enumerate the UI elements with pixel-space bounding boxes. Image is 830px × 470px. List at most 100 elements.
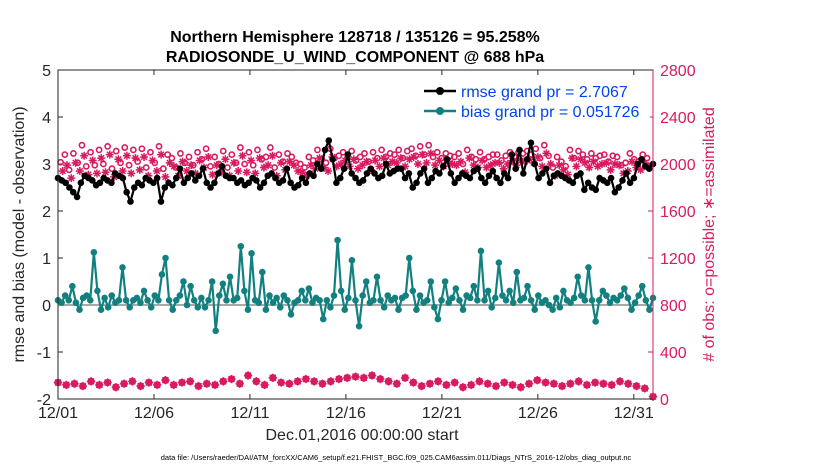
assimilated-obs-marker xyxy=(478,156,487,165)
bias-point xyxy=(269,299,277,306)
assimilated-obs-marker xyxy=(140,152,149,161)
assimilated-obs-marker-low xyxy=(376,374,385,384)
possible-obs-marker xyxy=(613,153,621,161)
bias-point xyxy=(208,278,216,285)
rmse-point xyxy=(237,177,245,184)
rmse-point xyxy=(466,174,474,182)
bias-point xyxy=(570,294,578,302)
bias-point xyxy=(162,254,169,262)
bias-point xyxy=(617,292,625,299)
bias-point xyxy=(448,294,456,302)
bias-point xyxy=(438,297,445,304)
rmse-point xyxy=(317,165,325,172)
assimilated-obs-marker xyxy=(157,150,166,159)
possible-obs-marker xyxy=(129,146,137,154)
possible-obs-marker xyxy=(262,153,270,161)
assimilated-obs-marker-low xyxy=(210,380,220,390)
assimilated-obs-marker-low xyxy=(326,377,335,386)
bias-point xyxy=(90,249,98,256)
possible-obs-marker xyxy=(155,142,163,150)
assimilated-obs-marker-low xyxy=(128,377,137,386)
bias-point xyxy=(155,297,162,304)
rmse-point xyxy=(268,170,275,177)
assimilated-obs-marker xyxy=(585,163,594,172)
rmse-point xyxy=(424,179,432,187)
rmse-point xyxy=(302,179,310,187)
possible-obs-marker xyxy=(236,144,244,151)
possible-obs-marker xyxy=(87,148,94,156)
bias-point xyxy=(405,254,413,262)
bias-point xyxy=(341,306,349,314)
bias-point xyxy=(259,268,266,276)
y-right-tick-label: 1600 xyxy=(660,204,696,221)
assimilated-obs-marker-low xyxy=(458,383,468,392)
rmse-point xyxy=(211,179,218,187)
assimilated-obs-marker xyxy=(640,158,649,167)
bias-point xyxy=(470,282,478,290)
possible-obs-marker xyxy=(600,151,608,158)
assimilated-obs-marker xyxy=(122,151,131,160)
rmse-point xyxy=(508,151,516,158)
bias-point xyxy=(567,299,574,306)
assimilated-obs-marker xyxy=(435,156,444,165)
bias-point xyxy=(280,292,288,299)
assimilated-obs-marker-low xyxy=(111,383,121,392)
possible-obs-marker xyxy=(314,146,321,154)
bias-point xyxy=(345,294,352,302)
assimilated-obs-marker xyxy=(118,167,127,176)
assimilated-obs-marker xyxy=(456,157,465,166)
x-tick-label: 12/21 xyxy=(422,405,462,422)
rmse-point xyxy=(520,170,527,177)
assimilated-obs-marker xyxy=(555,161,564,170)
rmse-point xyxy=(584,179,592,187)
possible-obs-marker xyxy=(566,146,574,154)
assimilated-obs-marker xyxy=(589,157,598,166)
assimilated-obs-marker xyxy=(170,162,179,171)
assimilated-obs-marker xyxy=(495,158,504,167)
assimilated-obs-marker xyxy=(405,155,414,164)
bias-point xyxy=(348,257,356,264)
assimilated-obs-marker xyxy=(324,167,333,176)
bias-point xyxy=(219,280,227,288)
assimilated-obs-marker-low xyxy=(318,379,327,388)
rmse-point xyxy=(504,174,512,182)
assimilated-obs-marker xyxy=(144,171,153,180)
assimilated-obs-marker xyxy=(247,156,256,165)
possible-obs-marker xyxy=(361,150,368,157)
bias-point xyxy=(294,297,302,304)
bias-point xyxy=(592,318,599,325)
y-right-tick-label: 2400 xyxy=(660,110,696,127)
assimilated-obs-marker xyxy=(229,158,238,167)
assimilated-obs-marker xyxy=(306,161,315,170)
y-left-tick-label: 0 xyxy=(42,298,51,315)
rmse-point xyxy=(443,156,451,163)
assimilated-obs-marker xyxy=(392,158,401,167)
bias-point xyxy=(513,268,521,276)
bias-point xyxy=(355,322,363,330)
bias-point xyxy=(552,294,560,302)
bias-point xyxy=(595,297,603,304)
bias-point xyxy=(560,287,567,295)
rmse-point xyxy=(77,179,85,187)
bias-point xyxy=(520,294,528,302)
bias-point xyxy=(215,292,223,299)
rmse-point xyxy=(336,174,344,182)
assimilated-obs-marker xyxy=(546,160,555,168)
rmse-point xyxy=(314,160,321,168)
bias-point xyxy=(384,292,392,299)
bias-point xyxy=(413,306,420,314)
bias-point xyxy=(255,299,263,306)
assimilated-obs-marker-low xyxy=(78,381,87,391)
rmse-point xyxy=(214,170,222,177)
bias-point xyxy=(373,273,381,281)
bias-point xyxy=(58,299,65,306)
rmse-point xyxy=(535,174,542,182)
bias-point xyxy=(466,294,474,302)
assimilated-obs-marker-low xyxy=(524,379,534,388)
rmse-point xyxy=(108,179,115,187)
assimilated-obs-marker xyxy=(277,158,286,167)
possible-obs-marker xyxy=(245,148,253,156)
assimilated-obs-marker-low xyxy=(243,371,253,380)
rmse-point xyxy=(294,181,302,189)
rmse-point xyxy=(485,172,493,180)
